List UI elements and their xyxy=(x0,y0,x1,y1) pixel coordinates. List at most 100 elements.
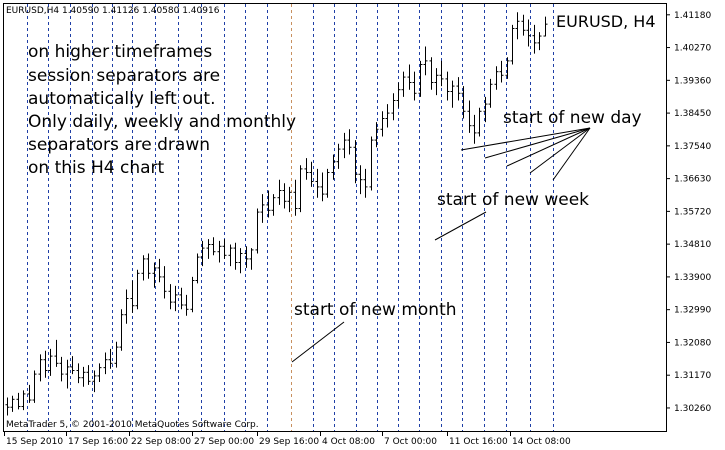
ohlc-bar xyxy=(38,354,43,382)
ohlc-bar xyxy=(271,194,276,216)
ohlc-bar xyxy=(103,352,108,375)
note-line-2: session separators are xyxy=(28,66,220,86)
time-label: 14 Oct 08:00 xyxy=(512,437,571,447)
price-label: 1.30260 xyxy=(674,404,711,414)
ohlc-bar xyxy=(461,86,466,119)
ohlc-bar xyxy=(320,172,325,202)
annotation-arrows xyxy=(291,127,591,363)
ohlc-bar xyxy=(141,255,146,281)
ohlc-bar xyxy=(119,309,124,351)
time-label: 11 Oct 16:00 xyxy=(449,437,508,447)
ohlc-bar xyxy=(108,348,113,369)
ohlc-bar xyxy=(162,266,167,299)
ohlc-bar xyxy=(260,194,265,223)
ohlc-bar xyxy=(467,100,472,133)
ohlc-bar xyxy=(342,132,347,159)
ohlc-bar xyxy=(369,136,374,191)
ohlc-bar xyxy=(48,348,53,376)
ohlc-bar xyxy=(521,14,526,36)
day-arrow-4 xyxy=(529,127,591,174)
month-arrow xyxy=(291,321,345,363)
ohlc-bar xyxy=(450,80,455,108)
price-label: 1.32080 xyxy=(674,338,711,348)
price-label: 1.33900 xyxy=(674,273,711,283)
ohlc-bar xyxy=(423,46,428,76)
ohlc-bar xyxy=(407,64,412,90)
ohlc-bar xyxy=(54,339,59,367)
ohlc-bar xyxy=(385,104,390,128)
ohlc-bar xyxy=(173,285,178,312)
time-axis: 15 Sep 2010 17 Sep 16:00 22 Sep 08:00 27 Se… xyxy=(4,431,571,447)
time-label: 22 Sep 08:00 xyxy=(131,437,191,447)
ohlc-bar xyxy=(526,19,531,47)
price-label: 1.34810 xyxy=(674,240,711,250)
ohlc-bar xyxy=(81,366,86,387)
ohlc-bar xyxy=(206,239,211,259)
ohlc-bar xyxy=(391,93,396,121)
ohlc-bar xyxy=(16,392,21,410)
symbol-title: EURUSD, H4 xyxy=(556,12,656,31)
ohlc-bar xyxy=(537,32,542,51)
note-line-1: on higher timeframes xyxy=(28,42,212,62)
ohlc-bar xyxy=(277,179,282,205)
day-label: start of new day xyxy=(503,108,642,128)
ohlc-bar xyxy=(244,246,249,268)
price-label: 1.38450 xyxy=(674,109,711,119)
ohlc-bars xyxy=(5,12,548,416)
note-line-3: automatically left out. xyxy=(28,89,215,109)
ohlc-bar xyxy=(200,240,205,267)
price-label: 1.36630 xyxy=(674,175,711,185)
note-line-5: separators are drawn xyxy=(28,135,210,155)
ohlc-bar xyxy=(59,356,64,382)
month-label: start of new month xyxy=(294,300,457,320)
ohlc-bar xyxy=(266,190,271,218)
ohlc-bar xyxy=(429,57,434,90)
time-label: 17 Sep 16:00 xyxy=(68,437,128,447)
ohlc-bar xyxy=(146,253,151,279)
ohlc-bar xyxy=(152,262,157,288)
ohlc-bar xyxy=(325,168,330,198)
price-label: 1.35720 xyxy=(674,207,711,217)
ohlc-bar xyxy=(21,390,26,411)
ohlc-bar xyxy=(5,397,10,416)
ohlc-bar xyxy=(445,71,450,101)
ohlc-bar xyxy=(515,12,520,40)
ohlc-bar xyxy=(532,24,537,54)
ohlc-bar xyxy=(477,107,482,137)
price-label: 1.41180 xyxy=(674,11,711,21)
ohlc-bar xyxy=(184,294,189,316)
ohlc-bar xyxy=(65,359,70,389)
copyright-text: MetaTrader 5, © 2001-2010 MetaQuotes Sof… xyxy=(6,420,259,430)
ohlc-bar xyxy=(374,122,379,148)
ohlc-bar xyxy=(130,280,135,313)
ohlc-bar xyxy=(315,168,320,198)
ohlc-bar xyxy=(76,363,81,384)
ohlc-bar xyxy=(70,356,75,375)
ohlc-bar xyxy=(304,158,309,180)
ohlc-bar xyxy=(135,269,140,310)
price-label: 1.40270 xyxy=(674,44,711,54)
ohlc-bar xyxy=(86,365,91,385)
ohlc-bar xyxy=(505,57,510,79)
ohlc-bar xyxy=(168,284,173,310)
ohlc-bar xyxy=(412,71,417,101)
ohlc-bar xyxy=(434,68,439,96)
price-label: 1.37540 xyxy=(674,142,711,152)
ohlc-bar xyxy=(255,208,260,254)
ohlc-bar xyxy=(124,289,129,324)
ohlc-bar xyxy=(195,253,200,284)
note-line-6: on this H4 chart xyxy=(28,158,165,178)
ohlc-bar xyxy=(157,258,162,283)
ohlc-bar xyxy=(27,384,32,403)
annotation-block: on higher timeframes session separators … xyxy=(28,42,296,178)
price-label: 1.31170 xyxy=(674,371,711,381)
day-arrow-2 xyxy=(484,127,591,159)
ohlc-bar xyxy=(543,16,548,37)
ohlc-bar xyxy=(472,114,477,144)
ohlc-bar xyxy=(190,276,195,313)
ohlc-bar xyxy=(380,111,385,137)
week-label: start of new week xyxy=(437,190,589,210)
ohlc-bar xyxy=(483,96,488,123)
